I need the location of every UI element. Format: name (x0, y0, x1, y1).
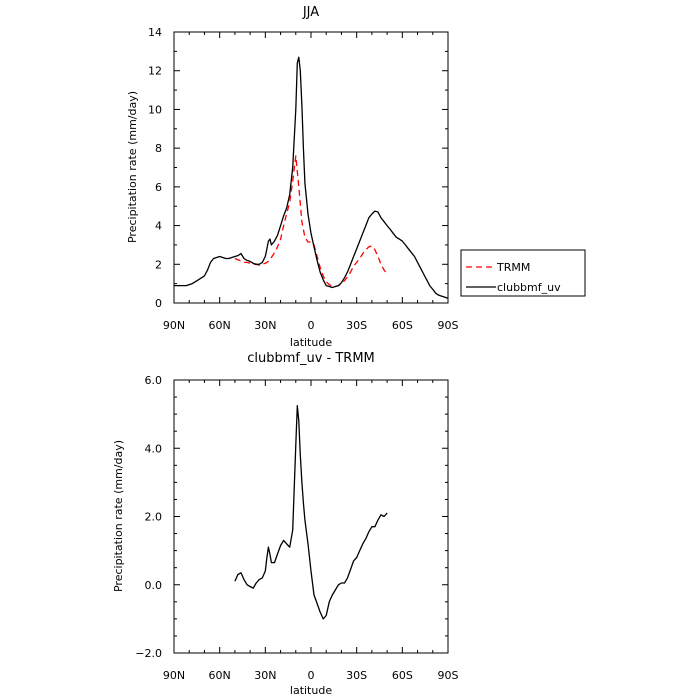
top-y-tick-label: 10 (148, 103, 162, 116)
bottom-x-tick-label: 60S (392, 669, 413, 682)
top-x-tick-label: 60S (392, 319, 413, 332)
bottom-x-tick-label: 30N (254, 669, 276, 682)
bottom-ticks: 90N 60N 30N 0 30S 60S 90S −2.0 0.0 2.0 4.0 6.0 (135, 374, 458, 682)
top-x-tick-label: 30S (346, 319, 367, 332)
bottom-y-tick-label: 2.0 (145, 511, 163, 524)
legend-box (460, 249, 586, 297)
bottom-x-tick-label: 30S (346, 669, 367, 682)
bottom-y-axis-label: Precipitation rate (mm/day) (112, 440, 125, 592)
top-x-tick-label: 90N (163, 319, 185, 332)
bottom-x-tick-label: 0 (308, 669, 315, 682)
top-y-tick-label: 0 (155, 297, 162, 310)
bottom-x-tick-label: 60N (209, 669, 231, 682)
top-x-tick-label: 0 (308, 319, 315, 332)
legend: TRMM clubbmf_uv (460, 249, 586, 297)
top-x-tick-label: 60N (209, 319, 231, 332)
top-y-tick-label: 8 (155, 142, 162, 155)
bottom-chart: clubbmf_uv - TRMM 90N 60N 30N 0 30S 60S 90S −2.… (112, 351, 459, 697)
bottom-y-tick-label: 0.0 (145, 579, 163, 592)
top-x-tick-label: 30N (254, 319, 276, 332)
legend-label-clubbmf: clubbmf_uv (497, 281, 561, 294)
top-chart: JJA 90N 60N 30N 0 30S 60S 90S 0 2 4 6 8 10 12 14 latit… (126, 5, 586, 349)
top-y-tick-label: 6 (155, 181, 162, 194)
bottom-series-lines (234, 404, 388, 620)
top-x-axis-label: latitude (290, 336, 332, 349)
top-series-line-clubbmf-uv (174, 56, 449, 299)
top-chart-title: JJA (302, 5, 319, 20)
top-y-tick-label: 4 (155, 220, 162, 233)
top-y-tick-label: 2 (155, 258, 162, 271)
bottom-chart-title: clubbmf_uv - TRMM (247, 351, 375, 366)
top-ticks: 90N 60N 30N 0 30S 60S 90S 0 2 4 6 8 10 12 14 (148, 26, 459, 332)
legend-label-trmm: TRMM (496, 261, 530, 274)
bottom-y-tick-label: 6.0 (145, 374, 163, 387)
top-y-tick-label: 14 (148, 26, 162, 39)
bottom-series-line-0 (234, 404, 388, 620)
top-series-line-trmm (234, 155, 388, 288)
top-series-lines (174, 56, 449, 299)
top-y-tick-label: 12 (148, 65, 162, 78)
top-x-tick-label: 90S (438, 319, 459, 332)
top-y-axis-label: Precipitation rate (mm/day) (126, 91, 139, 243)
bottom-y-tick-label: −2.0 (135, 647, 162, 660)
bottom-y-tick-label: 4.0 (145, 442, 163, 455)
bottom-x-tick-label: 90N (163, 669, 185, 682)
bottom-x-axis-label: latitude (290, 684, 332, 697)
bottom-plot-frame (173, 379, 449, 654)
top-plot-frame (173, 31, 449, 304)
bottom-x-tick-label: 90S (438, 669, 459, 682)
